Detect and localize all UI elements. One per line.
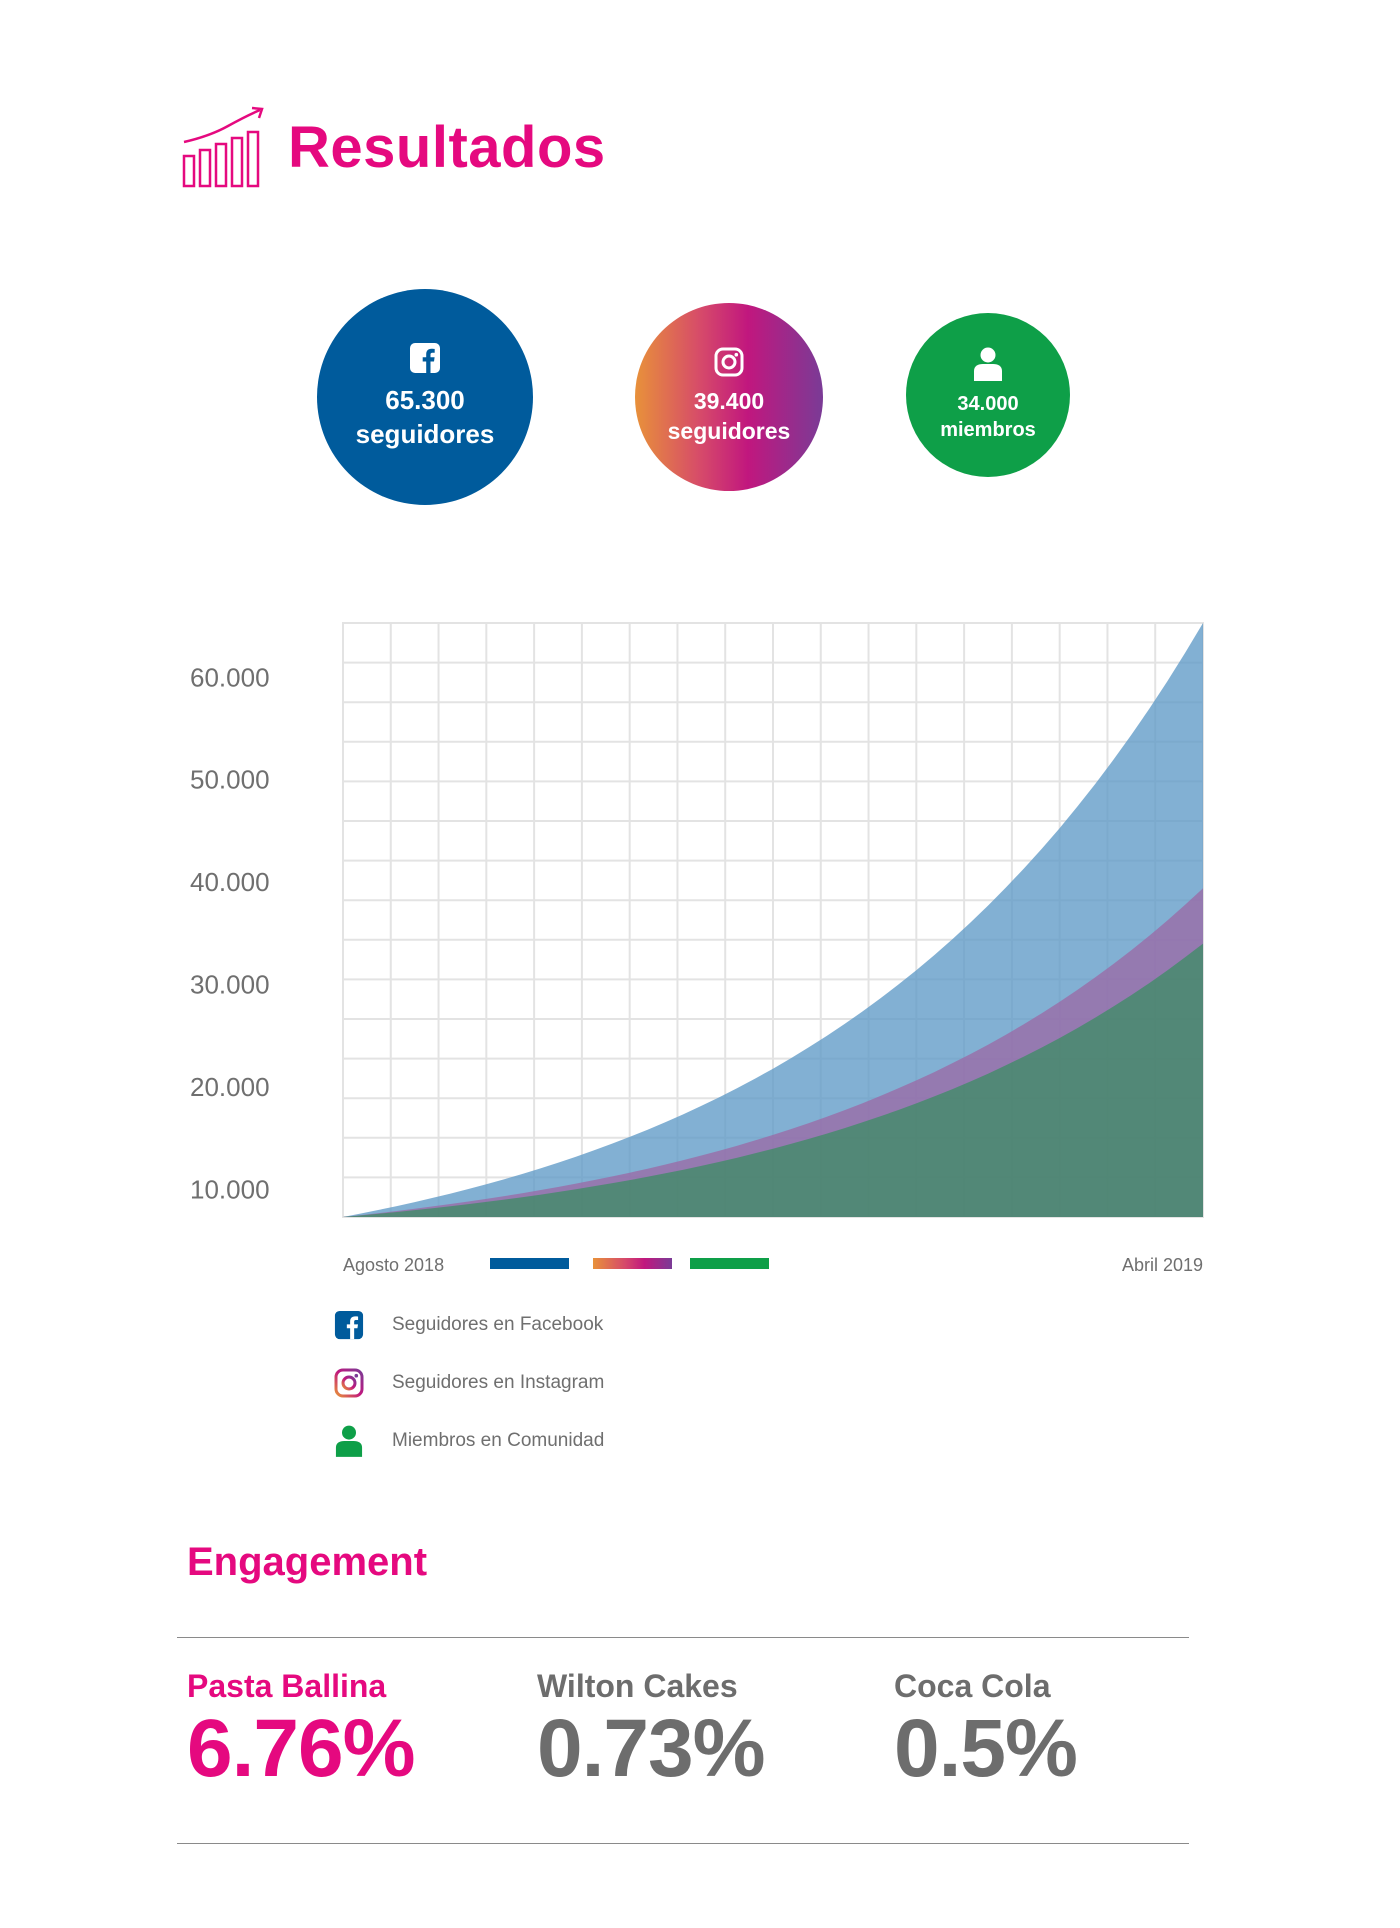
stat-label: seguidores	[355, 419, 495, 449]
legend-swatch-community	[690, 1258, 769, 1269]
legend-label: Seguidores en Facebook	[392, 1314, 604, 1335]
engagement-title: Engagement	[187, 1540, 428, 1584]
y-tick-label: 40.000	[190, 867, 270, 897]
y-axis-ticks: 10.000 20.000 30.000 40.000 50.000 60.000	[190, 662, 270, 1204]
legend-item-instagram: Seguidores en Instagram	[334, 1368, 604, 1398]
legend-label: Miembros en Comunidad	[392, 1430, 605, 1451]
y-tick-label: 50.000	[190, 765, 270, 795]
x-start-label: Agosto 2018	[343, 1255, 444, 1275]
instagram-icon	[714, 347, 744, 377]
instagram-icon	[334, 1368, 364, 1398]
divider	[177, 1637, 1189, 1638]
y-tick-label: 30.000	[190, 970, 270, 1000]
chart-legend: Seguidores en Facebook Seguidores en Ins…	[334, 1310, 604, 1484]
facebook-followers-stat: 65.300 seguidores	[317, 289, 533, 505]
x-end-label: Abril 2019	[1122, 1255, 1203, 1275]
header: Resultados	[180, 104, 606, 190]
legend-label: Seguidores en Instagram	[392, 1372, 605, 1393]
person-icon	[335, 1425, 363, 1457]
engagement-item-coca-cola: Coca Cola 0.5%	[894, 1668, 1078, 1794]
engagement-brand: Wilton Cakes	[537, 1668, 738, 1704]
stat-value: 65.300	[385, 385, 465, 416]
stat-value: 34.000	[957, 393, 1019, 415]
bar-chart-growth-icon	[182, 106, 264, 188]
facebook-icon	[334, 1310, 364, 1340]
y-tick-label: 10.000	[190, 1174, 270, 1204]
engagement-item-pasta-ballina: Pasta Ballina 6.76%	[187, 1668, 416, 1794]
person-icon	[974, 347, 1002, 381]
engagement-item-wilton-cakes: Wilton Cakes 0.73%	[537, 1668, 766, 1794]
stat-value: 39.400	[693, 388, 765, 415]
legend-item-community: Miembros en Comunidad	[334, 1425, 605, 1457]
legend-item-facebook: Seguidores en Facebook	[334, 1310, 604, 1340]
engagement-value: 0.73%	[537, 1703, 766, 1794]
chart-areas	[343, 623, 1203, 1217]
stat-label: miembros	[940, 419, 1036, 441]
area-series-community	[343, 943, 1203, 1217]
engagement-brand: Pasta Ballina	[187, 1668, 387, 1704]
y-tick-label: 60.000	[190, 662, 270, 692]
community-members-stat: 34.000 miembros	[906, 313, 1070, 477]
y-tick-label: 20.000	[190, 1072, 270, 1102]
engagement-brand: Coca Cola	[894, 1668, 1051, 1704]
legend-swatch-facebook	[490, 1258, 569, 1269]
page-title: Resultados	[288, 114, 606, 180]
instagram-followers-stat: 39.400 seguidores	[635, 303, 823, 491]
engagement-value: 0.5%	[894, 1703, 1078, 1794]
facebook-icon	[410, 343, 440, 374]
followers-growth-chart: 10.000 20.000 30.000 40.000 50.000 60.000 Ago…	[190, 622, 1204, 1275]
stat-label: seguidores	[667, 418, 791, 444]
engagement-value: 6.76%	[187, 1703, 416, 1794]
divider	[177, 1843, 1189, 1844]
legend-swatch-instagram	[593, 1258, 672, 1269]
